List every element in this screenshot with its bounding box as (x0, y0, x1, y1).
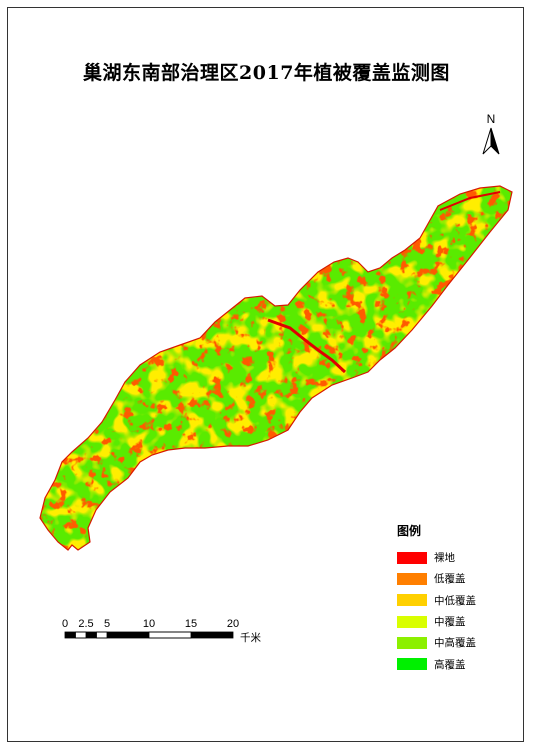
legend-swatch (397, 594, 427, 607)
legend-label: 中低覆盖 (434, 594, 476, 607)
legend-label: 低覆盖 (434, 573, 466, 586)
scale-tick-label: 20 (226, 618, 240, 630)
north-arrow: N (478, 112, 504, 158)
legend-swatch (397, 551, 427, 564)
north-label: N (486, 112, 496, 126)
legend-swatch (397, 658, 427, 671)
legend-label: 中覆盖 (434, 616, 466, 629)
scale-tick-label: 5 (103, 618, 111, 630)
north-arrow-icon (482, 127, 500, 155)
scale-tick-label: 2.5 (78, 618, 94, 630)
legend-label: 裸地 (434, 552, 455, 565)
scale-unit: 千米 (240, 632, 261, 644)
scale-tick-label: 15 (184, 618, 198, 630)
river-channel (439, 191, 501, 211)
legend-swatch (397, 572, 427, 585)
legend-label: 中高覆盖 (434, 637, 476, 650)
legend-item: 中高覆盖 (397, 632, 507, 653)
region-boundary (39, 185, 513, 551)
legend-title: 图例 (397, 524, 422, 538)
scale-tick-label: 0 (61, 618, 69, 630)
scale-bar: 0 2.5 5 10 15 20 千米 (60, 618, 275, 648)
legend-item: 高覆盖 (397, 653, 507, 674)
legend: 图例 裸地低覆盖中低覆盖中覆盖中高覆盖高覆盖 (397, 522, 507, 675)
legend-item: 裸地 (397, 547, 507, 568)
legend-label: 高覆盖 (434, 658, 466, 671)
river-channel (267, 318, 347, 374)
map-title: 巢湖东南部治理区2017年植被覆盖监测图 (83, 62, 450, 84)
legend-swatch (397, 615, 427, 628)
legend-item: 中低覆盖 (397, 590, 507, 611)
scale-bar-graphic (64, 631, 234, 639)
legend-items: 裸地低覆盖中低覆盖中覆盖中高覆盖高覆盖 (397, 547, 507, 675)
vegetation-raster (40, 186, 512, 550)
legend-swatch (397, 636, 427, 649)
legend-item: 中覆盖 (397, 611, 507, 632)
map-frame (7, 7, 524, 742)
scale-tick-label: 10 (142, 618, 156, 630)
legend-item: 低覆盖 (397, 568, 507, 589)
